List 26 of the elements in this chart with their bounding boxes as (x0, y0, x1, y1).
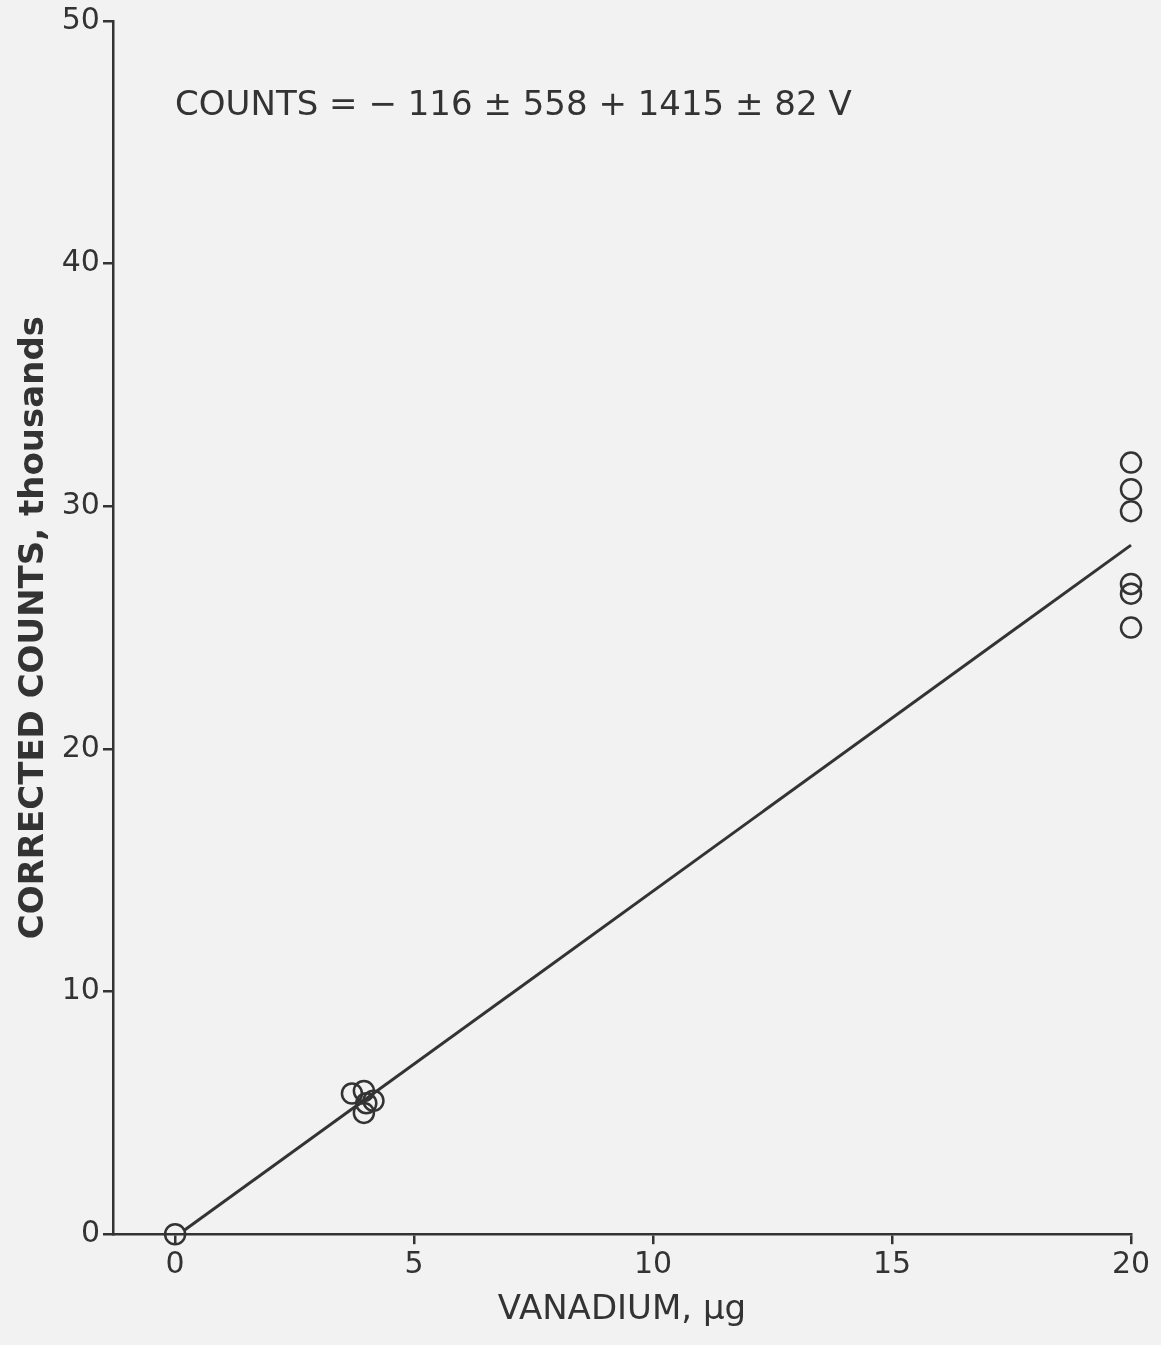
point (1119, 499, 1143, 523)
point (352, 1101, 376, 1125)
point (1119, 451, 1143, 474)
x-axis-title: VANADIUM, μg (497, 1287, 747, 1328)
y-tick-label: 30 (61, 486, 100, 522)
y-tick-label: 10 (61, 971, 100, 1007)
point (1119, 616, 1143, 639)
point (355, 1091, 378, 1115)
point (340, 1082, 364, 1105)
x-tick-label: 10 (633, 1245, 673, 1280)
x-tick-label: 20 (1111, 1245, 1151, 1280)
x-tick-label: 0 (165, 1245, 185, 1280)
point (163, 1222, 187, 1246)
y-tick-label: 40 (61, 243, 100, 279)
y-tick-label: 0 (80, 1214, 100, 1249)
x-tick-label: 15 (872, 1245, 912, 1280)
x-tick-label: 5 (404, 1245, 424, 1280)
point (352, 1079, 376, 1103)
point (1119, 572, 1143, 596)
annotation: COUNTS = − 116 ± 558 + 1415 ± 82 V (175, 82, 852, 123)
point (362, 1089, 385, 1112)
y-tick-label: 20 (61, 728, 100, 764)
y-tick-label: 50 (61, 0, 100, 36)
point (1119, 582, 1143, 605)
y-axis-title: CORRECTED COUNTS, thousands (11, 315, 52, 940)
point (1119, 478, 1143, 501)
